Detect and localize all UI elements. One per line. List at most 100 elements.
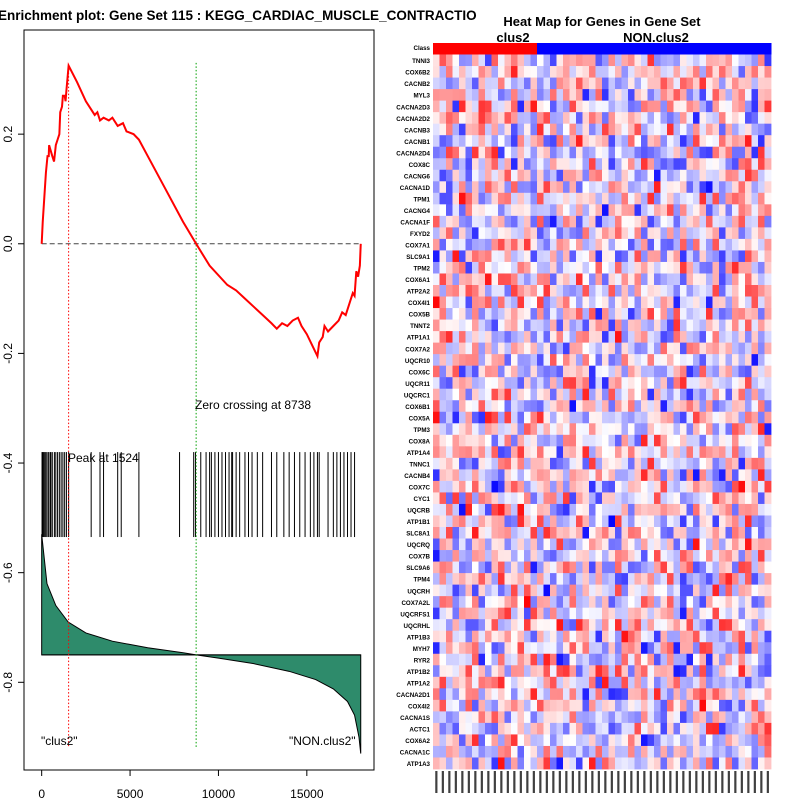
y-tick-label: -0.2 (1, 343, 15, 364)
heatmap-cell (628, 238, 635, 251)
heatmap-cell (537, 273, 544, 286)
heatmap-cell (738, 745, 746, 758)
heatmap-cell (524, 480, 531, 493)
heatmap-cell (602, 388, 609, 401)
heatmap-cell (654, 112, 661, 125)
heatmap-cell (498, 480, 505, 493)
heatmap-cell (452, 215, 460, 228)
heatmap-cell (530, 607, 538, 620)
heatmap-cell (491, 538, 499, 551)
heatmap-cell (686, 423, 694, 436)
heatmap-cell (524, 745, 531, 758)
heatmap-cell (589, 515, 596, 528)
heatmap-cell (472, 596, 479, 609)
heatmap-cell (608, 66, 616, 78)
heatmap-cell (459, 204, 466, 217)
heatmap-cell (446, 146, 453, 159)
heatmap-cell (712, 457, 720, 470)
heatmap-cell (543, 285, 551, 297)
heatmap-cell (686, 365, 694, 378)
heatmap-cell (699, 642, 707, 655)
heatmap-cell (537, 676, 544, 689)
heatmap-cell (615, 365, 622, 378)
heatmap-cell (751, 54, 759, 67)
heatmap-cell (550, 515, 557, 528)
heatmap-cell (628, 388, 635, 401)
heatmap-cell (582, 457, 590, 470)
heatmap-cell (647, 607, 655, 620)
heatmap-cell (563, 181, 570, 194)
heatmap-cell (634, 642, 642, 655)
heatmap-cell (556, 308, 564, 320)
heatmap-cell (446, 745, 453, 758)
heatmap-cell (660, 515, 668, 528)
heatmap-cell (660, 400, 668, 413)
heatmap-cell (738, 653, 746, 666)
heatmap-cell (556, 135, 564, 148)
sample-label-mark (591, 771, 594, 793)
heatmap-cell (556, 192, 564, 205)
heatmap-cell (615, 261, 622, 274)
heatmap-cell (569, 66, 577, 78)
heatmap-cell (751, 238, 759, 251)
heatmap-cell (667, 146, 674, 159)
heatmap-cell (537, 503, 544, 516)
heatmap-cell (498, 158, 505, 171)
heatmap-cell (582, 204, 590, 217)
y-tick-label: -0.4 (1, 452, 15, 473)
heatmap-cell (452, 135, 460, 148)
heatmap-cell (751, 66, 759, 78)
heatmap-cell (706, 457, 713, 470)
heatmap-cell (537, 135, 544, 148)
heatmap-cell (745, 538, 752, 551)
heatmap-cell (693, 722, 700, 735)
heatmap-cell (504, 722, 512, 735)
heatmap-cell (764, 538, 772, 551)
heatmap-cell (491, 457, 499, 470)
heatmap-cell (654, 285, 661, 297)
heatmap-cell (433, 734, 440, 747)
sample-label-mark (480, 771, 483, 793)
heatmap-cell (764, 227, 772, 240)
heatmap-cell (439, 192, 447, 205)
heatmap-cell (485, 158, 492, 171)
heatmap-cell (725, 261, 733, 274)
heatmap-cell (569, 319, 577, 332)
heatmap-cell (634, 630, 642, 643)
heatmap-cell (439, 135, 447, 148)
heatmap-cell (472, 457, 479, 470)
heatmap-cell (602, 734, 609, 747)
heatmap-cell (569, 192, 577, 205)
heatmap-cell (641, 146, 648, 159)
heatmap-cell (628, 584, 635, 597)
y-axis: 0.20.0-0.2-0.4-0.6-0.8 (1, 125, 24, 693)
heatmap-cell (511, 308, 518, 320)
heatmap-cell (693, 308, 700, 320)
heatmap-cell (628, 630, 635, 643)
heatmap-cell (641, 457, 648, 470)
heatmap-cell (589, 503, 596, 516)
gene-label: CACNA2D3 (396, 104, 430, 111)
heatmap-cell (738, 215, 746, 228)
heatmap-cell (550, 158, 557, 171)
heatmap-cell (530, 527, 538, 539)
heatmap-cell (556, 642, 564, 655)
heatmap-cell (485, 665, 492, 678)
heatmap-cell (491, 423, 499, 436)
heatmap-cell (576, 423, 583, 436)
heatmap-cell (621, 757, 629, 770)
heatmap-cell (504, 676, 512, 689)
heatmap-cell (706, 238, 713, 251)
heatmap-cell (641, 538, 648, 551)
heatmap-cell (550, 676, 557, 689)
heatmap-cell (511, 711, 518, 724)
heatmap-cell (439, 66, 447, 78)
heatmap-cell (621, 100, 629, 113)
heatmap-cell (472, 66, 479, 78)
heatmap-cell (686, 158, 694, 171)
heatmap-cell (608, 596, 616, 609)
heatmap-cell (543, 711, 551, 724)
heatmap-cell (751, 296, 759, 309)
heatmap-cell (478, 711, 486, 724)
heatmap-cell (452, 261, 460, 274)
